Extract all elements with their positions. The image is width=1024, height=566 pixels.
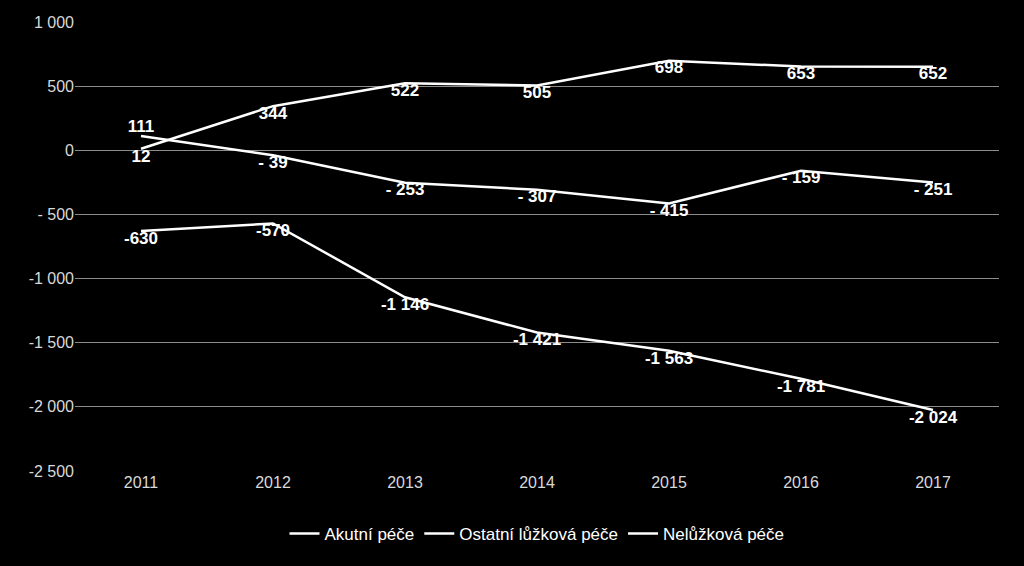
- svg-text:-630: -630: [124, 229, 158, 248]
- svg-text:- 500: - 500: [38, 206, 75, 223]
- svg-text:- 253: - 253: [386, 180, 425, 199]
- svg-text:500: 500: [47, 78, 74, 95]
- svg-text:- 307: - 307: [518, 187, 557, 206]
- svg-text:-1 421: -1 421: [513, 330, 561, 349]
- svg-text:2016: 2016: [783, 474, 819, 491]
- svg-text:-570: -570: [256, 221, 290, 240]
- svg-text:12: 12: [132, 147, 151, 166]
- svg-text:- 415: - 415: [650, 201, 689, 220]
- svg-text:-2 000: -2 000: [29, 398, 74, 415]
- svg-text:653: 653: [787, 64, 815, 83]
- svg-text:-1 781: -1 781: [777, 377, 825, 396]
- svg-text:698: 698: [655, 58, 683, 77]
- svg-text:-2 024: -2 024: [909, 408, 958, 427]
- svg-text:-1 146: -1 146: [381, 295, 429, 314]
- svg-text:-1 563: -1 563: [645, 349, 693, 368]
- svg-text:-1 000: -1 000: [29, 270, 74, 287]
- svg-text:652: 652: [919, 64, 947, 83]
- svg-text:-2 500: -2 500: [29, 463, 74, 480]
- svg-text:2014: 2014: [519, 474, 555, 491]
- svg-text:Akutní péče: Akutní péče: [325, 525, 415, 544]
- svg-text:Nelůžková péče: Nelůžková péče: [663, 525, 784, 544]
- svg-text:- 39: - 39: [258, 153, 287, 172]
- svg-text:522: 522: [391, 81, 419, 100]
- svg-text:- 251: - 251: [914, 180, 953, 199]
- svg-text:2015: 2015: [651, 474, 687, 491]
- svg-text:2017: 2017: [915, 474, 951, 491]
- svg-text:2012: 2012: [255, 474, 291, 491]
- svg-text:111: 111: [128, 117, 155, 136]
- svg-text:- 159: - 159: [782, 168, 821, 187]
- svg-text:-1 500: -1 500: [29, 334, 74, 351]
- svg-text:344: 344: [259, 104, 288, 123]
- svg-text:Ostatní lůžková péče: Ostatní lůžková péče: [459, 525, 618, 544]
- svg-text:2011: 2011: [124, 474, 159, 491]
- svg-text:2013: 2013: [387, 474, 423, 491]
- svg-text:505: 505: [523, 83, 551, 102]
- svg-text:0: 0: [65, 142, 74, 159]
- svg-text:1 000: 1 000: [34, 14, 74, 31]
